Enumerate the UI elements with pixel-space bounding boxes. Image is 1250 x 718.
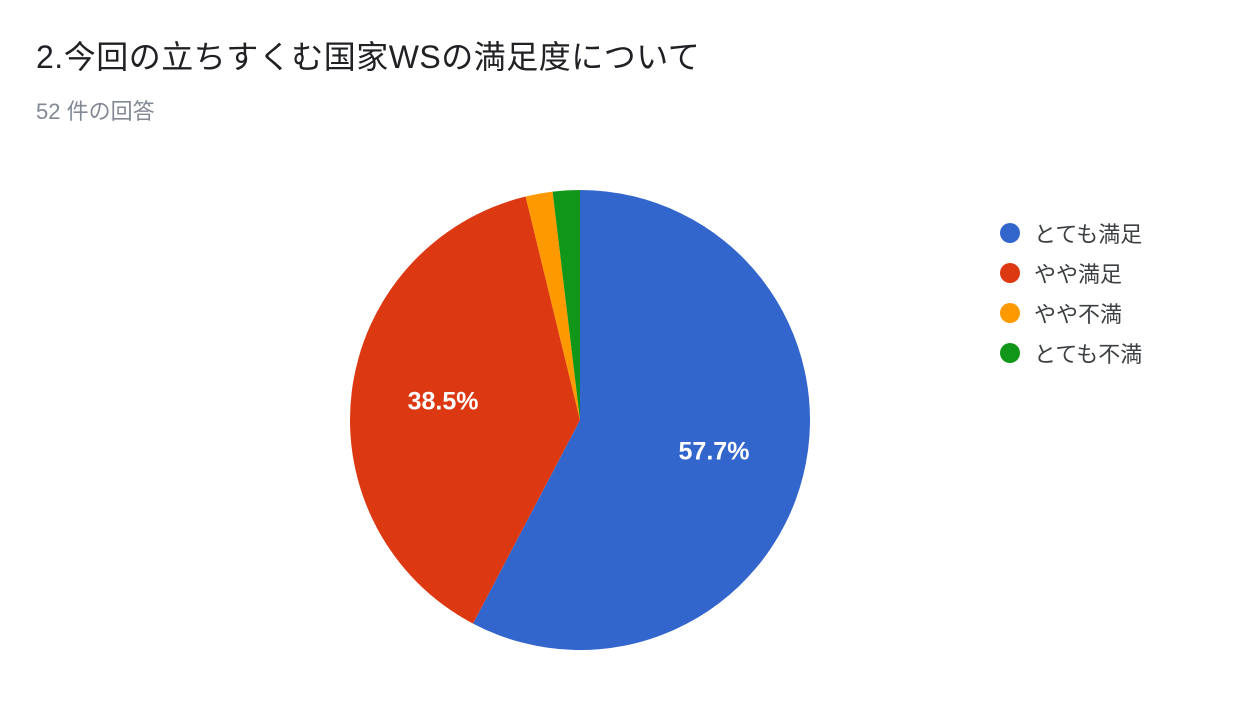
legend-item-very-unsatisfied[interactable]: とても不満 (1000, 340, 1142, 366)
legend-dot-icon (1000, 303, 1020, 323)
legend-dot-icon (1000, 343, 1020, 363)
legend-dot-icon (1000, 263, 1020, 283)
legend: とても満足 やや満足 やや不満 とても不満 (1000, 220, 1142, 380)
chart-card: 2.今回の立ちすくむ国家WSの満足度について 52 件の回答 57.7% 38.5… (0, 0, 1250, 718)
legend-label: とても満足 (1034, 217, 1142, 249)
legend-label: やや満足 (1034, 257, 1122, 289)
question-title: 2.今回の立ちすくむ国家WSの満足度について (36, 32, 1214, 78)
slice-label-very_satisfied: 57.7% (679, 438, 750, 466)
legend-item-somewhat-unsatisfied[interactable]: やや不満 (1000, 300, 1142, 326)
legend-label: やや不満 (1034, 297, 1122, 329)
legend-item-very-satisfied[interactable]: とても満足 (1000, 220, 1142, 246)
legend-label: とても不満 (1034, 337, 1142, 369)
response-count: 52 件の回答 (36, 94, 1214, 126)
legend-item-somewhat-satisfied[interactable]: やや満足 (1000, 260, 1142, 286)
legend-dot-icon (1000, 223, 1020, 243)
pie-svg: 57.7% 38.5% (350, 190, 810, 650)
pie-chart: 57.7% 38.5% (350, 190, 810, 650)
slice-label-somewhat_satisfied: 38.5% (408, 388, 479, 416)
chart-area: 57.7% 38.5% とても満足 やや満足 やや不満 とても不満 (0, 160, 1250, 700)
